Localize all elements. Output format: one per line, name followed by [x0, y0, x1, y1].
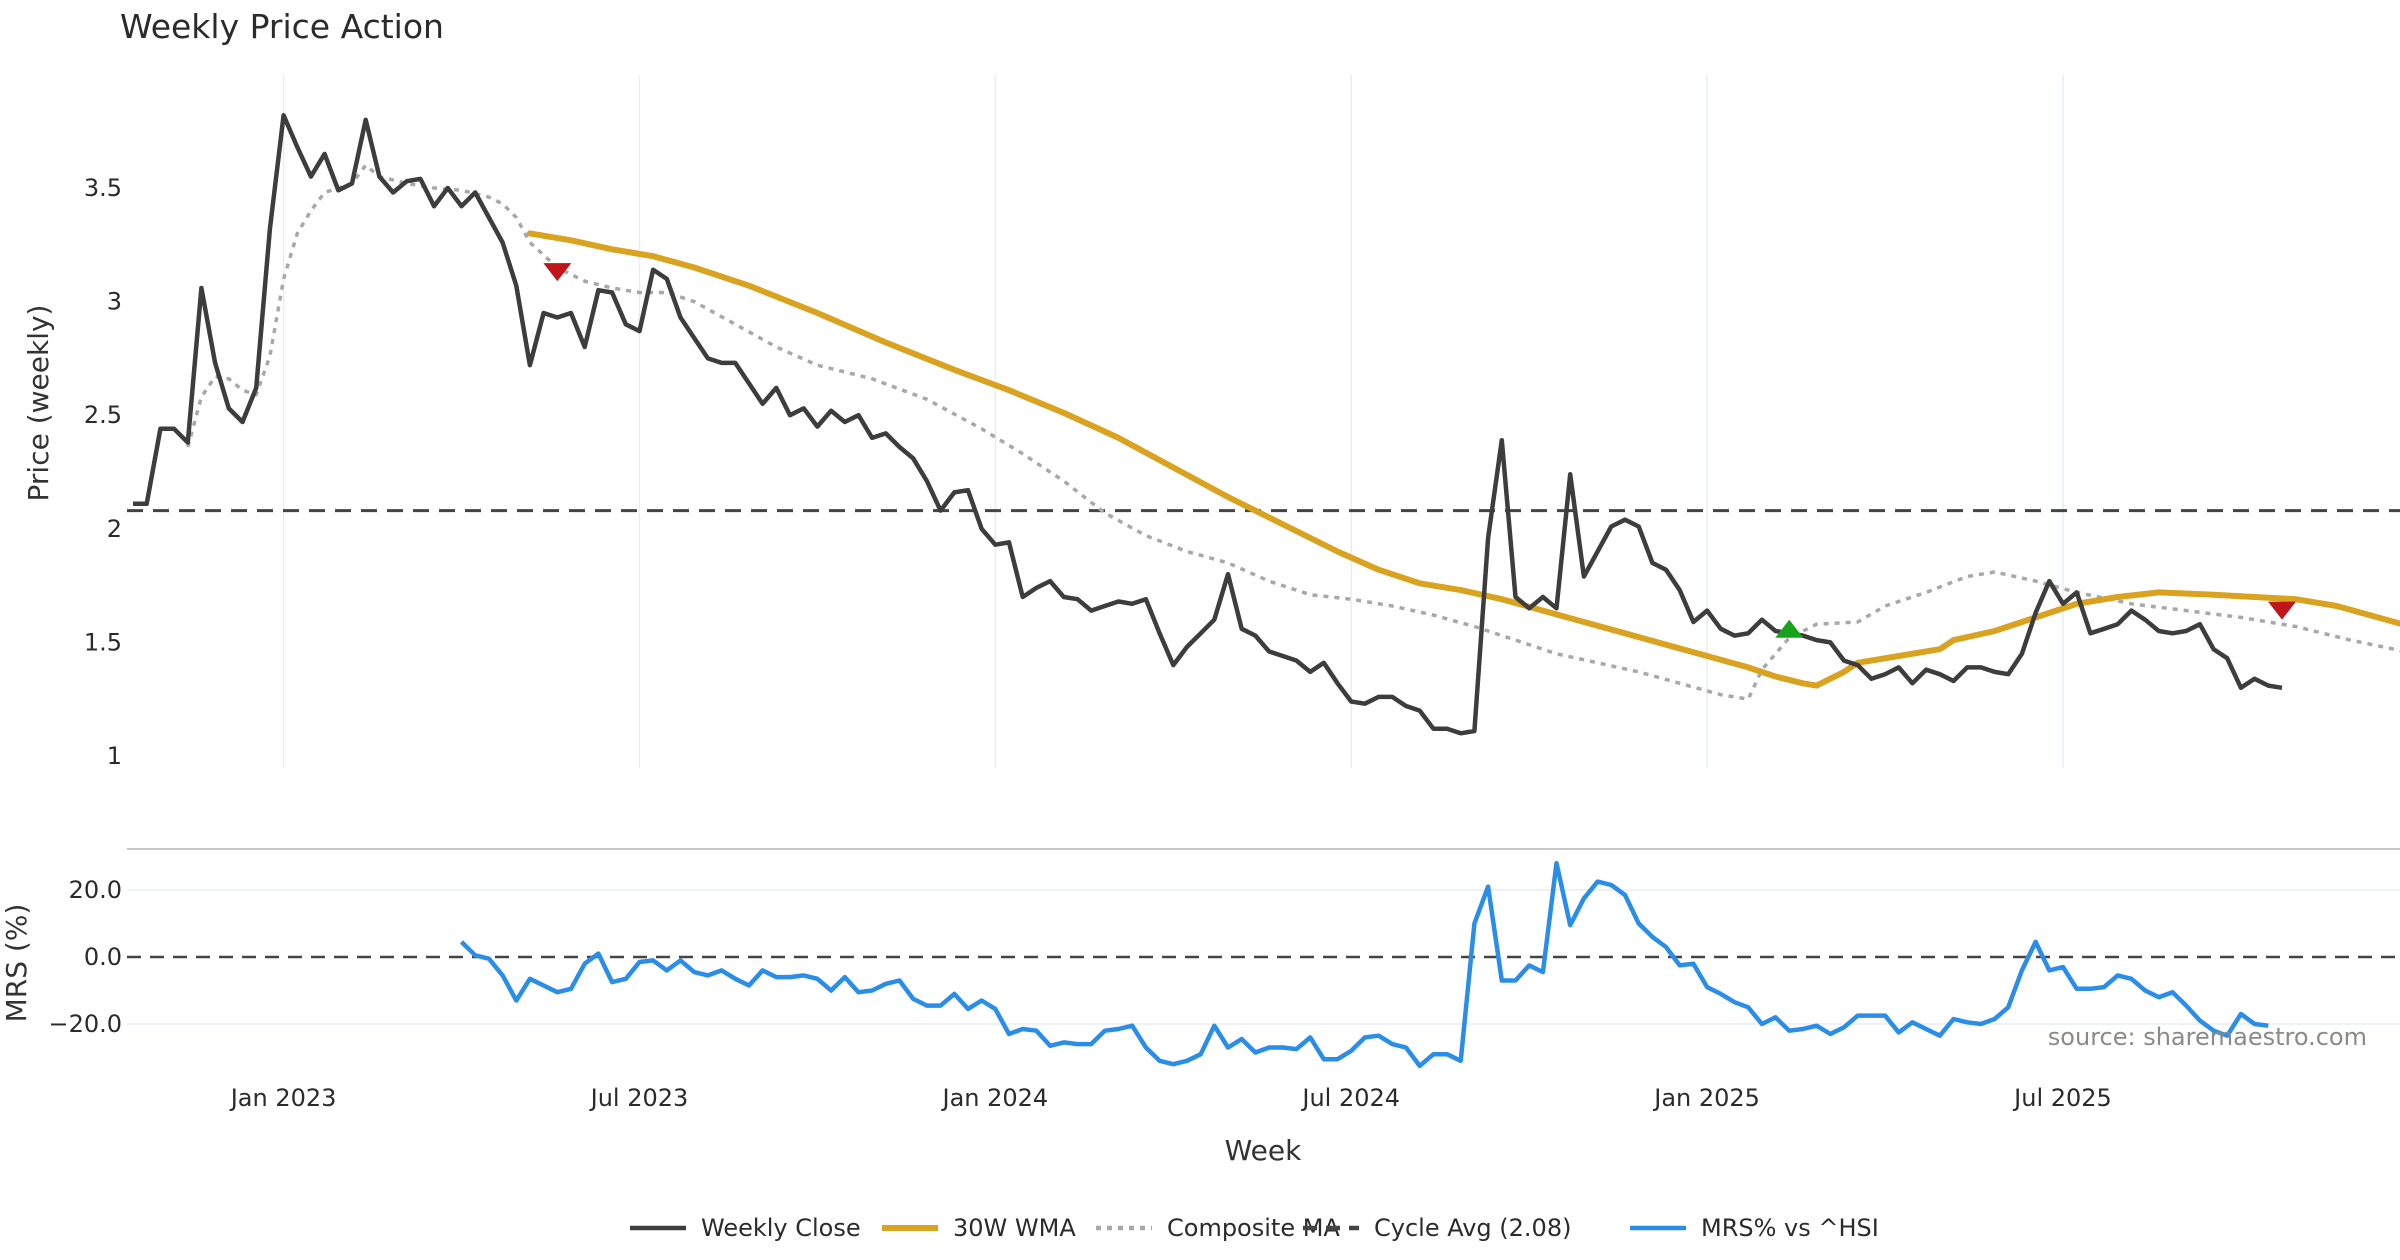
- mrs-y-tick: 0.0: [84, 943, 122, 971]
- legend-label-mrs: MRS% vs ^HSI: [1701, 1214, 1879, 1242]
- x-tick: Jul 2024: [1300, 1084, 1400, 1112]
- price-y-tick: 2.5: [84, 401, 122, 429]
- sell-signal-marker: [2268, 601, 2296, 620]
- mrs-y-axis-label: MRS (%): [0, 904, 33, 1023]
- composite-ma-line: [186, 163, 2400, 701]
- buy-signal-marker: [1775, 619, 1804, 638]
- x-axis-label: Week: [1225, 1134, 1302, 1167]
- price-y-tick: 1.5: [84, 628, 122, 656]
- x-tick: Jul 2023: [589, 1084, 689, 1112]
- price-series-group: [127, 113, 2400, 736]
- source-note: source: sharemaestro.com: [2048, 1023, 2367, 1051]
- mrs-y-tick: 20.0: [69, 876, 122, 904]
- price-y-tick: 3: [107, 288, 122, 316]
- legend-label-close: Weekly Close: [701, 1214, 861, 1242]
- legend: Weekly Close 30W WMA Composite MA Cycle Avg…: [630, 1214, 1879, 1242]
- price-y-tick: 2: [107, 515, 122, 543]
- x-tick: Jan 2023: [229, 1084, 337, 1112]
- mrs-line: [459, 860, 2269, 1069]
- x-axis: Jan 2023 Jul 2023 Jan 2024 Jul 2024 Jan 2025…: [229, 1084, 2112, 1112]
- price-y-tick: 1: [107, 742, 122, 770]
- sell-signal-marker: [543, 263, 572, 282]
- legend-label-wma: 30W WMA: [953, 1214, 1076, 1242]
- mrs-series-group: [127, 860, 2400, 1069]
- legend-label-cycle: Cycle Avg (2.08): [1374, 1214, 1571, 1242]
- mrs-y-axis: 20.0 0.0 −20.0: [48, 876, 122, 1038]
- price-panel-grid: [282, 75, 2064, 768]
- mrs-y-tick: −20.0: [48, 1010, 122, 1038]
- price-y-axis-label: Price (weekly): [22, 305, 55, 502]
- x-tick: Jul 2025: [2012, 1084, 2112, 1112]
- mrs-panel-grid: [127, 889, 2400, 1025]
- price-y-axis: 1 1.5 2 2.5 3 3.5: [84, 174, 122, 770]
- wma-30w-line: [526, 230, 2400, 689]
- weekly-close-line: [133, 113, 2283, 736]
- chart-title: Weekly Price Action: [120, 7, 444, 46]
- price-y-tick: 3.5: [84, 174, 122, 202]
- x-tick: Jan 2024: [940, 1084, 1048, 1112]
- x-tick: Jan 2025: [1652, 1084, 1760, 1112]
